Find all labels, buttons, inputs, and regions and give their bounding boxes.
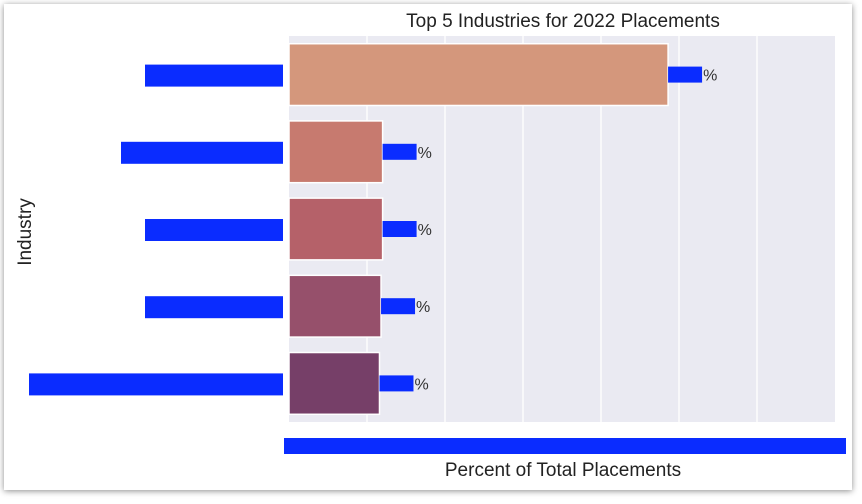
- category-tick-label-redacted: [145, 64, 283, 87]
- bar: [288, 274, 382, 338]
- category-tick-labels: [29, 64, 283, 396]
- value-labels: %%%%%: [379, 66, 717, 393]
- category-tick-label-redacted: [121, 141, 283, 164]
- bar: [288, 351, 381, 416]
- value-label-redacted: [382, 221, 417, 237]
- category-tick-label-redacted: [145, 219, 283, 241]
- chart-title: Top 5 Industries for 2022 Placements: [406, 11, 720, 32]
- category-tick-label-redacted: [145, 296, 283, 319]
- y-axis-label: Industry: [15, 198, 36, 266]
- x-axis-label: Percent of Total Placements: [445, 460, 681, 481]
- category-tick-label-redacted: [29, 373, 283, 396]
- value-label-suffix: %: [418, 145, 432, 162]
- value-label-suffix: %: [418, 222, 432, 239]
- x-tick-labels-redacted: [284, 438, 846, 454]
- value-label-suffix: %: [414, 376, 428, 393]
- value-label-redacted: [668, 66, 703, 83]
- value-label-redacted: [381, 298, 416, 315]
- bar: [288, 120, 384, 184]
- bar: [288, 42, 669, 107]
- value-label-suffix: %: [703, 68, 717, 85]
- value-label-redacted: [379, 375, 414, 392]
- bars: [288, 42, 669, 416]
- value-label-suffix: %: [416, 299, 430, 316]
- value-label-redacted: [382, 143, 417, 160]
- bar: [288, 197, 384, 261]
